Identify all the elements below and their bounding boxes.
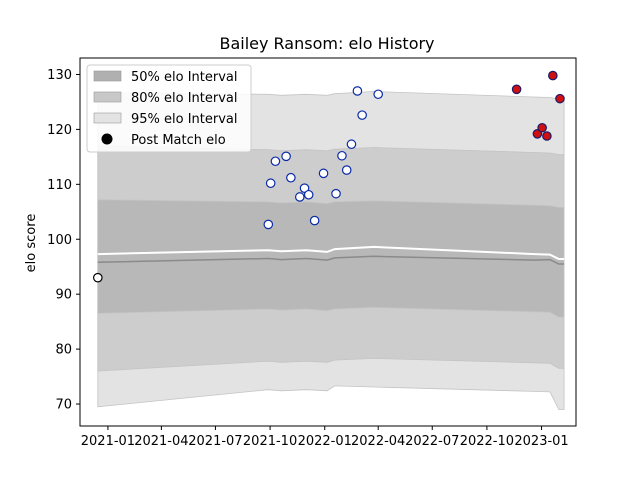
mean-lines (97, 245, 565, 265)
legend-marker (101, 133, 113, 145)
legend-label: 95% elo Interval (131, 112, 238, 127)
x-tick-label: 2021-01 (81, 434, 135, 449)
post-match-point (352, 86, 363, 96)
x-tick-label: 2021-10 (243, 434, 297, 449)
y-tick-label: 120 (47, 123, 72, 138)
upper-white-line (97, 245, 565, 260)
post-match-point (93, 272, 103, 283)
legend-swatch (93, 112, 122, 124)
post-match-point (555, 93, 565, 104)
y-tick-label: 130 (47, 68, 72, 83)
legend-label: 50% elo Interval (131, 70, 238, 85)
x-tick-label: 2021-04 (134, 434, 188, 449)
x-tick-label: 2021-07 (188, 434, 242, 449)
y-tick-label: 110 (47, 178, 72, 193)
x-tick-label: 2022-04 (351, 434, 405, 449)
y-axis-title: elo score (24, 214, 39, 273)
post-match-point (548, 70, 558, 81)
post-match-point (346, 139, 357, 150)
y-tick-label: 80 (55, 343, 72, 358)
y-tick-label: 100 (47, 233, 72, 248)
post-match-point (263, 219, 274, 230)
post-match-point (286, 172, 296, 183)
post-match-markers (93, 70, 565, 283)
x-tick-label: 2022-10 (460, 434, 514, 449)
post-match-point (294, 192, 305, 202)
x-tick-label: 2022-07 (405, 434, 459, 449)
plot-frame (79, 57, 577, 427)
legend-swatch (93, 70, 122, 82)
y-axis: 70 80 90 100 110 120 130 (47, 68, 80, 413)
post-match-point (357, 110, 367, 120)
y-tick-label: 70 (55, 398, 72, 413)
post-match-point (318, 168, 329, 179)
legend-label: Post Match elo (131, 133, 226, 148)
post-match-point (281, 151, 291, 162)
post-match-point (341, 165, 352, 175)
mean-line (97, 255, 565, 265)
x-tick-label: 2022-01 (298, 434, 352, 449)
post-match-point (270, 156, 281, 167)
post-match-point (309, 215, 320, 226)
post-match-point (265, 178, 276, 189)
y-tick-label: 90 (55, 288, 72, 303)
post-match-point (337, 150, 347, 161)
x-axis: 2021-01 2021-04 2021-07 2021-10 2022-01 2022-… (81, 426, 569, 449)
post-match-point (542, 131, 552, 141)
chart-title: Bailey Ransom: elo History (219, 34, 434, 53)
legend-label: 80% elo Interval (131, 91, 238, 106)
post-match-point (373, 89, 383, 100)
post-match-point (537, 122, 547, 133)
post-match-point (303, 189, 314, 200)
legend-swatch (93, 91, 122, 103)
x-tick-label: 2023-01 (514, 434, 568, 449)
post-match-point (331, 188, 341, 199)
legend: 50% elo Interval 80% elo Interval 95% elo … (86, 64, 252, 153)
post-match-point (511, 84, 522, 95)
legend-box (86, 64, 252, 153)
